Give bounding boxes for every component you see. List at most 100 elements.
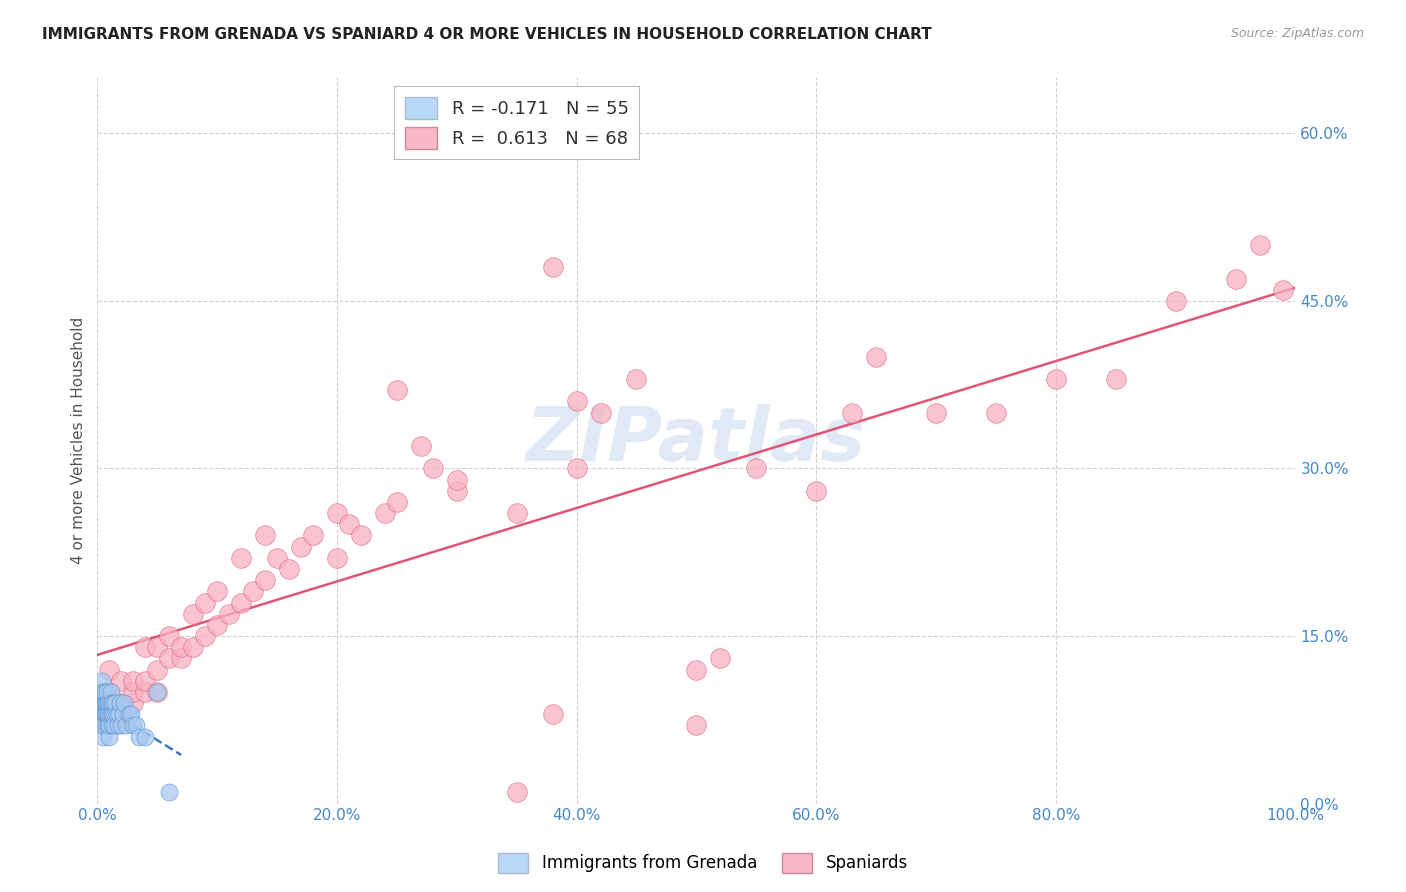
Point	[107, 718, 129, 732]
Point	[89, 685, 111, 699]
Point	[326, 506, 349, 520]
Point	[157, 785, 180, 799]
Point	[98, 718, 121, 732]
Point	[128, 730, 150, 744]
Point	[96, 685, 118, 699]
Point	[422, 461, 444, 475]
Point	[93, 730, 115, 744]
Point	[104, 696, 127, 710]
Y-axis label: 4 or more Vehicles in Household: 4 or more Vehicles in Household	[72, 317, 86, 564]
Text: IMMIGRANTS FROM GRENADA VS SPANIARD 4 OR MORE VEHICLES IN HOUSEHOLD CORRELATION : IMMIGRANTS FROM GRENADA VS SPANIARD 4 OR…	[42, 27, 932, 42]
Point	[541, 707, 564, 722]
Point	[205, 618, 228, 632]
Point	[122, 718, 145, 732]
Point	[278, 562, 301, 576]
Point	[1045, 372, 1067, 386]
Point	[110, 718, 132, 732]
Point	[90, 696, 112, 710]
Point	[94, 707, 117, 722]
Point	[290, 540, 312, 554]
Point	[374, 506, 396, 520]
Point	[97, 696, 120, 710]
Point	[626, 372, 648, 386]
Point	[1272, 283, 1295, 297]
Point	[134, 730, 156, 744]
Point	[110, 696, 132, 710]
Point	[409, 439, 432, 453]
Point	[93, 718, 115, 732]
Point	[93, 696, 115, 710]
Point	[326, 550, 349, 565]
Point	[865, 350, 887, 364]
Point	[385, 495, 408, 509]
Point	[97, 707, 120, 722]
Point	[157, 651, 180, 665]
Legend: Immigrants from Grenada, Spaniards: Immigrants from Grenada, Spaniards	[492, 847, 914, 880]
Point	[218, 607, 240, 621]
Point	[254, 528, 277, 542]
Point	[87, 707, 110, 722]
Point	[709, 651, 731, 665]
Point	[122, 696, 145, 710]
Point	[194, 595, 217, 609]
Text: ZIPatlas: ZIPatlas	[526, 404, 866, 477]
Point	[96, 696, 118, 710]
Point	[146, 685, 169, 699]
Point	[103, 718, 125, 732]
Point	[90, 707, 112, 722]
Point	[925, 406, 948, 420]
Point	[98, 696, 121, 710]
Point	[110, 673, 132, 688]
Point	[242, 584, 264, 599]
Point	[1164, 293, 1187, 308]
Point	[96, 707, 118, 722]
Point	[984, 406, 1007, 420]
Point	[589, 406, 612, 420]
Point	[565, 394, 588, 409]
Point	[254, 573, 277, 587]
Point	[505, 785, 527, 799]
Point	[100, 696, 122, 710]
Point	[146, 640, 169, 655]
Point	[302, 528, 325, 542]
Point	[111, 707, 134, 722]
Point	[122, 685, 145, 699]
Point	[229, 550, 252, 565]
Point	[181, 640, 204, 655]
Point	[117, 707, 139, 722]
Point	[93, 696, 115, 710]
Point	[93, 707, 115, 722]
Point	[100, 685, 122, 699]
Point	[565, 461, 588, 475]
Legend: R = -0.171   N = 55, R =  0.613   N = 68: R = -0.171 N = 55, R = 0.613 N = 68	[394, 87, 640, 160]
Point	[100, 707, 122, 722]
Point	[93, 685, 115, 699]
Point	[1105, 372, 1128, 386]
Point	[97, 718, 120, 732]
Point	[91, 685, 114, 699]
Point	[685, 718, 707, 732]
Point	[120, 707, 142, 722]
Point	[101, 707, 124, 722]
Point	[385, 384, 408, 398]
Point	[94, 718, 117, 732]
Point	[446, 473, 468, 487]
Point	[685, 663, 707, 677]
Point	[134, 640, 156, 655]
Point	[90, 718, 112, 732]
Point	[94, 696, 117, 710]
Point	[122, 673, 145, 688]
Point	[108, 696, 131, 710]
Point	[112, 696, 135, 710]
Point	[1225, 271, 1247, 285]
Point	[229, 595, 252, 609]
Point	[841, 406, 863, 420]
Point	[505, 506, 527, 520]
Point	[104, 707, 127, 722]
Point	[98, 707, 121, 722]
Point	[170, 640, 193, 655]
Point	[146, 663, 169, 677]
Point	[89, 696, 111, 710]
Point	[806, 483, 828, 498]
Point	[108, 707, 131, 722]
